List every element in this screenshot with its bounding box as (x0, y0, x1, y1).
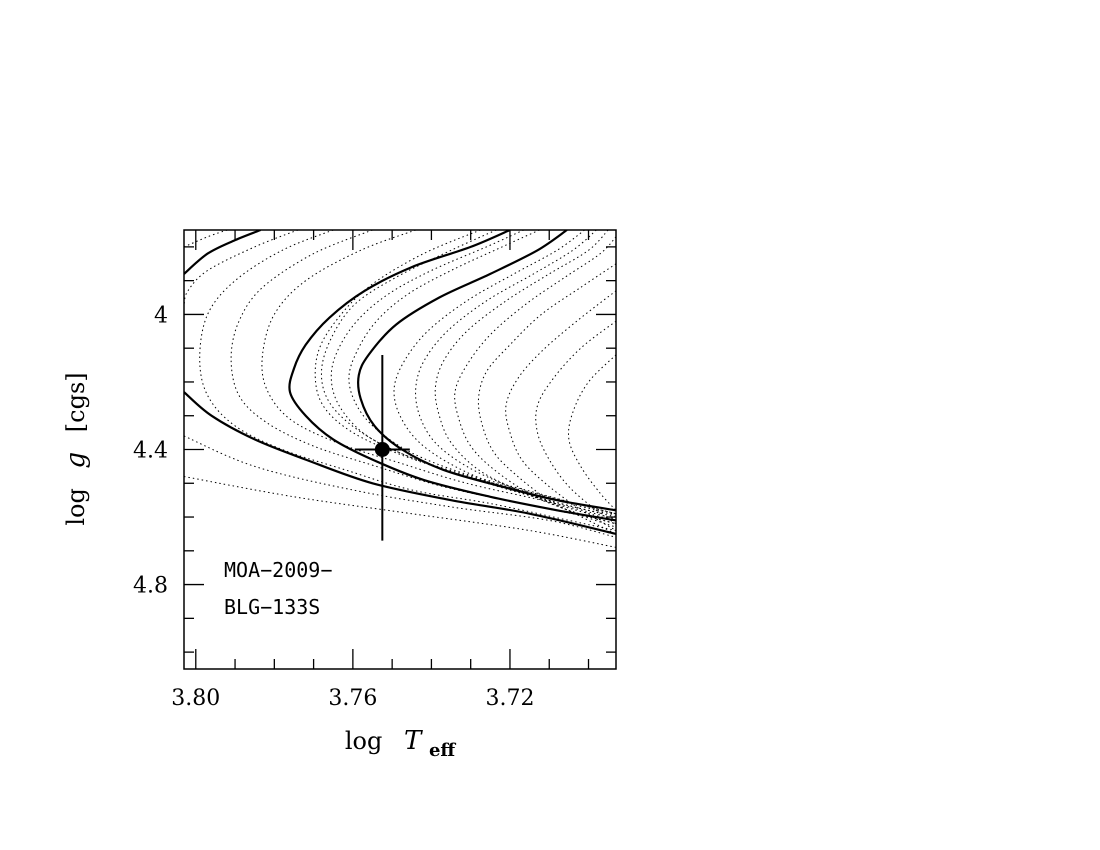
x-axis-label: log T eff (345, 726, 457, 761)
annotation-line-2: BLG−133S (224, 595, 320, 619)
x-axis-label-sub: eff (429, 740, 456, 761)
x-tick-label: 3.72 (485, 686, 534, 711)
dotted-isochrone-line (393, 230, 616, 518)
dotted-isochrone-line (320, 230, 616, 516)
dotted-isochrone-line (330, 230, 616, 515)
solid-isochrones (184, 230, 616, 535)
x-axis-label-main: log (345, 727, 383, 755)
x-tick-label: 3.76 (328, 686, 377, 711)
y-axis-label-main: log (62, 488, 90, 526)
y-axis-label: log g [cgs] (61, 372, 91, 525)
solid-isochrone-line (184, 230, 262, 275)
dotted-isochrone-line (348, 230, 616, 515)
solid-isochrone-line (357, 230, 616, 512)
dotted-isochrone-line (184, 435, 616, 538)
dotted-isochrone-line (415, 230, 616, 521)
annotation-line-1: MOA−2009− (224, 558, 332, 582)
y-axis-label-var: g (61, 452, 91, 469)
dotted-isochrone-line (184, 230, 228, 248)
dotted-isochrone-line (477, 263, 616, 535)
dotted-isochrone-line (567, 354, 616, 511)
target-star-point (354, 354, 410, 541)
dotted-isochrone-line (199, 230, 616, 531)
solid-isochrone-line (184, 391, 616, 535)
tick-labels: 3.80 3.76 3.72 4 4.4 4.8 (133, 303, 534, 711)
y-axis-label-unit: [cgs] (62, 372, 90, 432)
axis-ticks (184, 230, 616, 669)
solid-isochrone-line (288, 230, 616, 522)
x-axis-label-var: T (404, 726, 423, 756)
y-tick-label: 4.4 (133, 439, 168, 464)
dotted-isochrone-line (535, 320, 616, 525)
dotted-isochrone-line (261, 230, 616, 521)
y-tick-label: 4 (154, 303, 168, 328)
dotted-isochrone-line (505, 290, 616, 531)
x-tick-label: 3.80 (171, 686, 220, 711)
data-point (374, 442, 390, 457)
dotted-isochrone-line (434, 230, 616, 525)
y-tick-label: 4.8 (133, 574, 168, 599)
plot-frame (183, 229, 617, 670)
dotted-isochrone-line (184, 230, 299, 305)
dotted-isochrone-line (184, 476, 616, 548)
